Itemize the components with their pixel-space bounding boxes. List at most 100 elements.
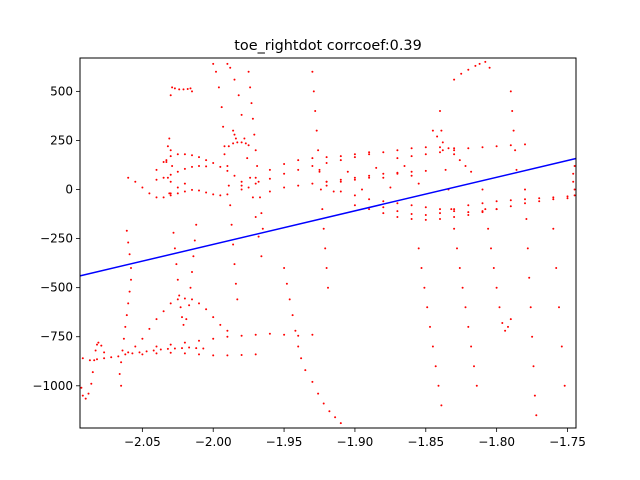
scatter-point [195,223,198,226]
scatter-point [103,351,106,354]
scatter-point [321,208,324,211]
scatter-point [439,110,441,112]
scatter-point [573,165,576,167]
scatter-point [382,206,385,209]
scatter-point [447,147,450,150]
scatter-point [334,416,337,419]
y-tick-label: 250 [50,133,73,147]
scatter-point [250,102,253,105]
scatter-point [417,247,420,250]
scatter-point [424,206,427,209]
scatter-point [173,247,176,250]
scatter-point [130,267,132,269]
scatter-point [441,141,444,144]
scatter-point [297,345,300,348]
scatter-point [535,414,538,417]
scatter-point [507,325,509,328]
scatter-point [233,78,236,81]
scatter-point [487,227,490,230]
scatter-point [191,271,193,273]
scatter-point [573,194,576,197]
scatter-point [311,182,314,185]
scatter-point [525,218,528,220]
scatter-point [127,241,130,244]
scatter-point [470,170,473,173]
scatter-point [304,369,307,372]
scatter-point [529,306,532,309]
scatter-point [560,345,563,348]
scatter-point [193,239,196,242]
scatter-point [205,159,208,162]
scatter-point [481,146,484,149]
scatter-point [202,347,205,350]
scatter-point [439,146,441,149]
scatter-point [246,157,249,160]
scatter-point [229,66,232,69]
scatter-point [283,172,286,175]
scatter-point [168,137,171,140]
scatter-point [424,218,427,221]
scatter-point [81,394,84,397]
scatter-point [319,188,322,191]
scatter-point [254,216,257,218]
scatter-point [155,345,158,348]
scatter-point [317,392,320,395]
x-tick-label: −1.85 [407,435,444,449]
scatter-point [198,189,200,192]
scatter-point [532,365,535,368]
scatter-point [563,384,566,387]
y-tick-label: −750 [40,330,73,344]
scatter-point [470,345,473,348]
scatter-point [162,176,165,179]
scatter-point [424,214,427,216]
scatter-point [325,184,328,187]
scatter-point [233,174,236,177]
scatter-point [495,208,498,211]
scatter-point [268,190,271,193]
scatter-point [504,329,507,332]
scatter-point [311,70,314,73]
scatter-point [191,188,193,191]
scatter-point [182,323,185,326]
scatter-point [219,165,222,168]
scatter-point [498,306,501,309]
scatter-point [555,267,558,269]
scatter-point [188,304,191,307]
scatter-point [450,208,453,211]
scatter-point [226,62,229,65]
scatter-point [247,186,250,189]
scatter-point [552,227,555,230]
scatter-point [251,196,254,199]
scatter-point [169,302,172,305]
scatter-point [260,255,263,258]
scatter-point [212,316,215,319]
scatter-point [453,78,456,81]
scatter-point [84,397,87,400]
scatter-points [80,60,576,425]
scatter-point [294,329,297,332]
scatter-point [325,162,328,164]
scatter-point [159,348,162,351]
scatter-point [297,159,300,162]
scatter-point [236,141,239,144]
scatter-point [490,247,492,250]
scatter-point [155,168,158,171]
scatter-point [325,180,328,183]
scatter-point [192,255,195,258]
x-axis-ticks: −2.05 −2.00 −1.95 −1.90 −1.85 −1.80 −1.75 [124,428,586,449]
scatter-point [155,196,158,199]
scatter-point [339,155,342,158]
scatter-point [524,198,526,201]
scatter-point [169,94,172,97]
x-tick-label: −1.90 [337,435,374,449]
scatter-point [188,346,191,349]
scatter-point [219,194,222,197]
scatter-point [339,180,342,183]
scatter-point [155,352,158,355]
scatter-point [396,210,399,213]
scatter-point [169,343,172,346]
scatter-point [222,125,225,128]
scatter-point [464,165,467,167]
scatter-point [256,165,259,167]
chart-title: toe_rightdot corrcoef:0.39 [234,38,421,54]
